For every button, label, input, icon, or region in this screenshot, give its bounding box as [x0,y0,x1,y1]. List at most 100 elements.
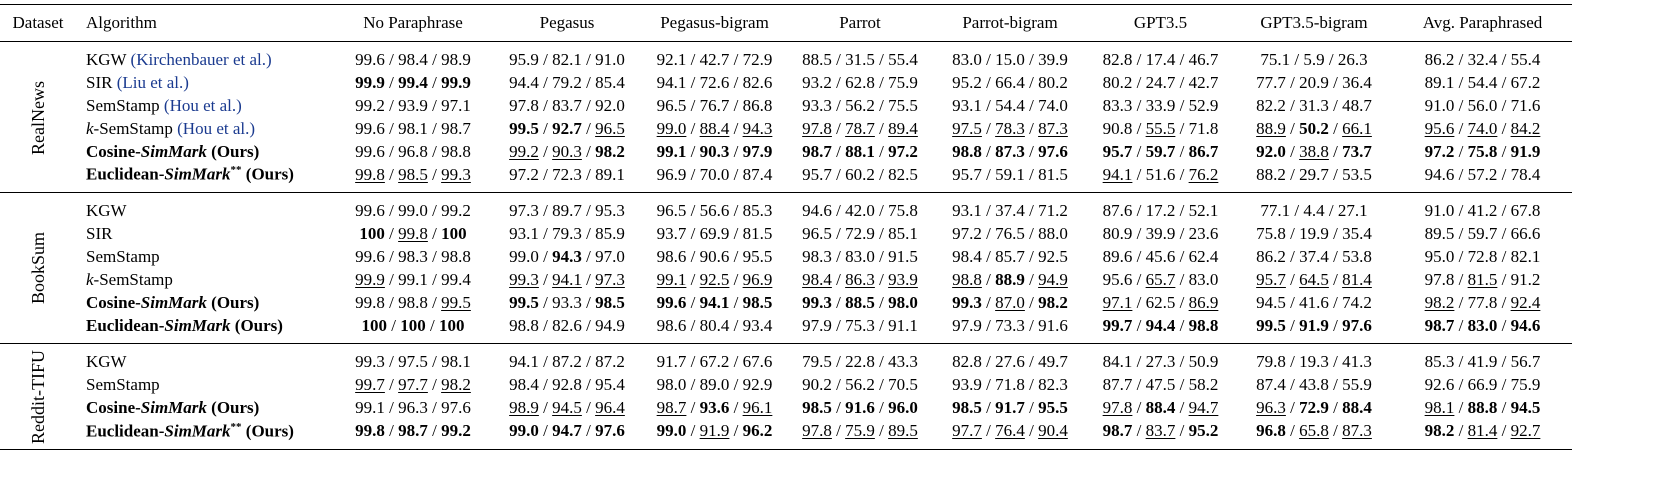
table-row: k-SemStamp 99.9 / 99.1 / 99.4 99.3 / 94.1 … [0,268,1572,291]
separator: / [1024,292,1039,312]
separator: / [1497,315,1511,335]
score: 72.3 [552,164,582,184]
score: 93.9 [952,374,982,394]
separator: / [1132,398,1146,418]
score: 92.0 [595,95,625,115]
score-cell: 99.2 / 93.9 / 97.1 [335,94,491,117]
score: 82.6 [552,315,582,335]
score: 80.2 [1102,72,1133,92]
score-cell: 99.1 / 92.5 / 96.9 [643,268,786,291]
separator: / [387,315,401,335]
score: 71.2 [1038,200,1068,220]
score-cell: 98.8 / 88.9 / 94.9 [934,268,1086,291]
algorithm-name-part: ** [230,421,242,434]
algorithm-name-part: KGW [86,49,127,69]
score-cell: 97.8 / 78.7 / 89.4 [786,117,934,140]
score: 20.9 [1299,72,1329,92]
algorithm-name-part: k [86,269,94,289]
score: 84.1 [1102,351,1133,371]
separator: / [427,200,442,220]
score: 98.5 [802,398,832,418]
score: 45.6 [1145,246,1176,266]
score: 99.0 [509,421,539,441]
algorithm-name-part: (Ours) [230,315,283,335]
score: 95.6 [1424,118,1455,138]
score: 91.9 [1510,141,1541,161]
score: 82.6 [742,72,773,92]
separator: / [874,398,889,418]
score: 97.2 [888,141,918,161]
algorithm-name-part: (Hou et al.) [172,118,256,138]
separator: / [427,421,442,441]
score-cell: 83.3 / 33.9 / 52.9 [1086,94,1235,117]
separator: / [1024,398,1039,418]
score-cell: 96.8 / 65.8 / 87.3 [1235,419,1393,450]
separator: / [686,246,700,266]
separator: / [1497,398,1511,418]
score: 98.0 [888,292,918,312]
score: 56.7 [1510,351,1541,371]
score: 79.2 [552,72,582,92]
separator: / [384,398,399,418]
score: 88.2 [1256,164,1286,184]
score: 99.2 [441,421,471,441]
separator: / [831,95,846,115]
score: 95.9 [509,49,539,69]
score: 47.5 [1145,374,1176,394]
score: 99.1 [398,269,428,289]
score: 91.1 [888,315,918,335]
separator: / [729,95,743,115]
separator: / [1132,49,1146,69]
score-cell: 82.8 / 27.6 / 49.7 [934,344,1086,374]
score: 88.4 [1145,398,1176,418]
dataset-cell: BookSum [0,192,76,344]
score: 65.7 [1145,269,1176,289]
score-cell: 97.8 / 75.9 / 89.5 [786,419,934,450]
score-cell: 95.6 / 65.7 / 83.0 [1086,268,1235,291]
separator: / [1175,200,1189,220]
score-cell: 99.0 / 94.7 / 97.6 [491,419,643,450]
score-cell: 91.0 / 56.0 / 71.6 [1393,94,1572,117]
separator: / [1132,95,1146,115]
score: 56.2 [845,374,875,394]
score: 99.5 [509,118,539,138]
score: 90.3 [552,141,582,161]
score-cell: 99.3 / 94.1 / 97.3 [491,268,643,291]
separator: / [981,421,996,441]
separator: / [729,200,743,220]
score: 94.6 [802,200,832,220]
algorithm-cell: k-SemStamp (Hou et al.) [76,117,335,140]
score-cell: 82.8 / 17.4 / 46.7 [1086,42,1235,72]
score: 99.7 [355,374,385,394]
separator: / [427,374,442,394]
score: 98.7 [1102,421,1133,441]
separator: / [1497,351,1511,371]
separator: / [1454,72,1468,92]
score: 98.5 [398,164,428,184]
score: 97.6 [441,398,471,418]
algorithm-name-part: SimMark [164,164,231,184]
score: 82.1 [1510,246,1541,266]
algorithm-cell: Cosine-SimMark (Ours) [76,140,335,163]
score: 27.1 [1337,200,1368,220]
separator: / [981,95,996,115]
score-cell: 91.0 / 41.2 / 67.8 [1393,193,1572,223]
separator: / [729,223,743,243]
score-cell: 92.6 / 66.9 / 75.9 [1393,373,1572,396]
score-cell: 97.3 / 89.7 / 95.3 [491,193,643,223]
separator: / [1175,118,1189,138]
score: 99.0 [656,118,687,138]
score: 92.7 [1510,421,1541,441]
score: 67.2 [699,351,730,371]
score: 99.9 [355,72,385,92]
separator: / [874,315,889,335]
score: 93.1 [952,200,982,220]
score: 93.7 [656,223,687,243]
score: 98.5 [742,292,773,312]
algorithm-cell: Euclidean-SimMark** (Ours) [76,419,335,450]
score: 4.4 [1303,200,1325,220]
separator: / [729,421,743,441]
separator: / [1024,72,1039,92]
score: 78.3 [995,118,1025,138]
algorithm-cell: Euclidean-SimMark (Ours) [76,314,335,344]
